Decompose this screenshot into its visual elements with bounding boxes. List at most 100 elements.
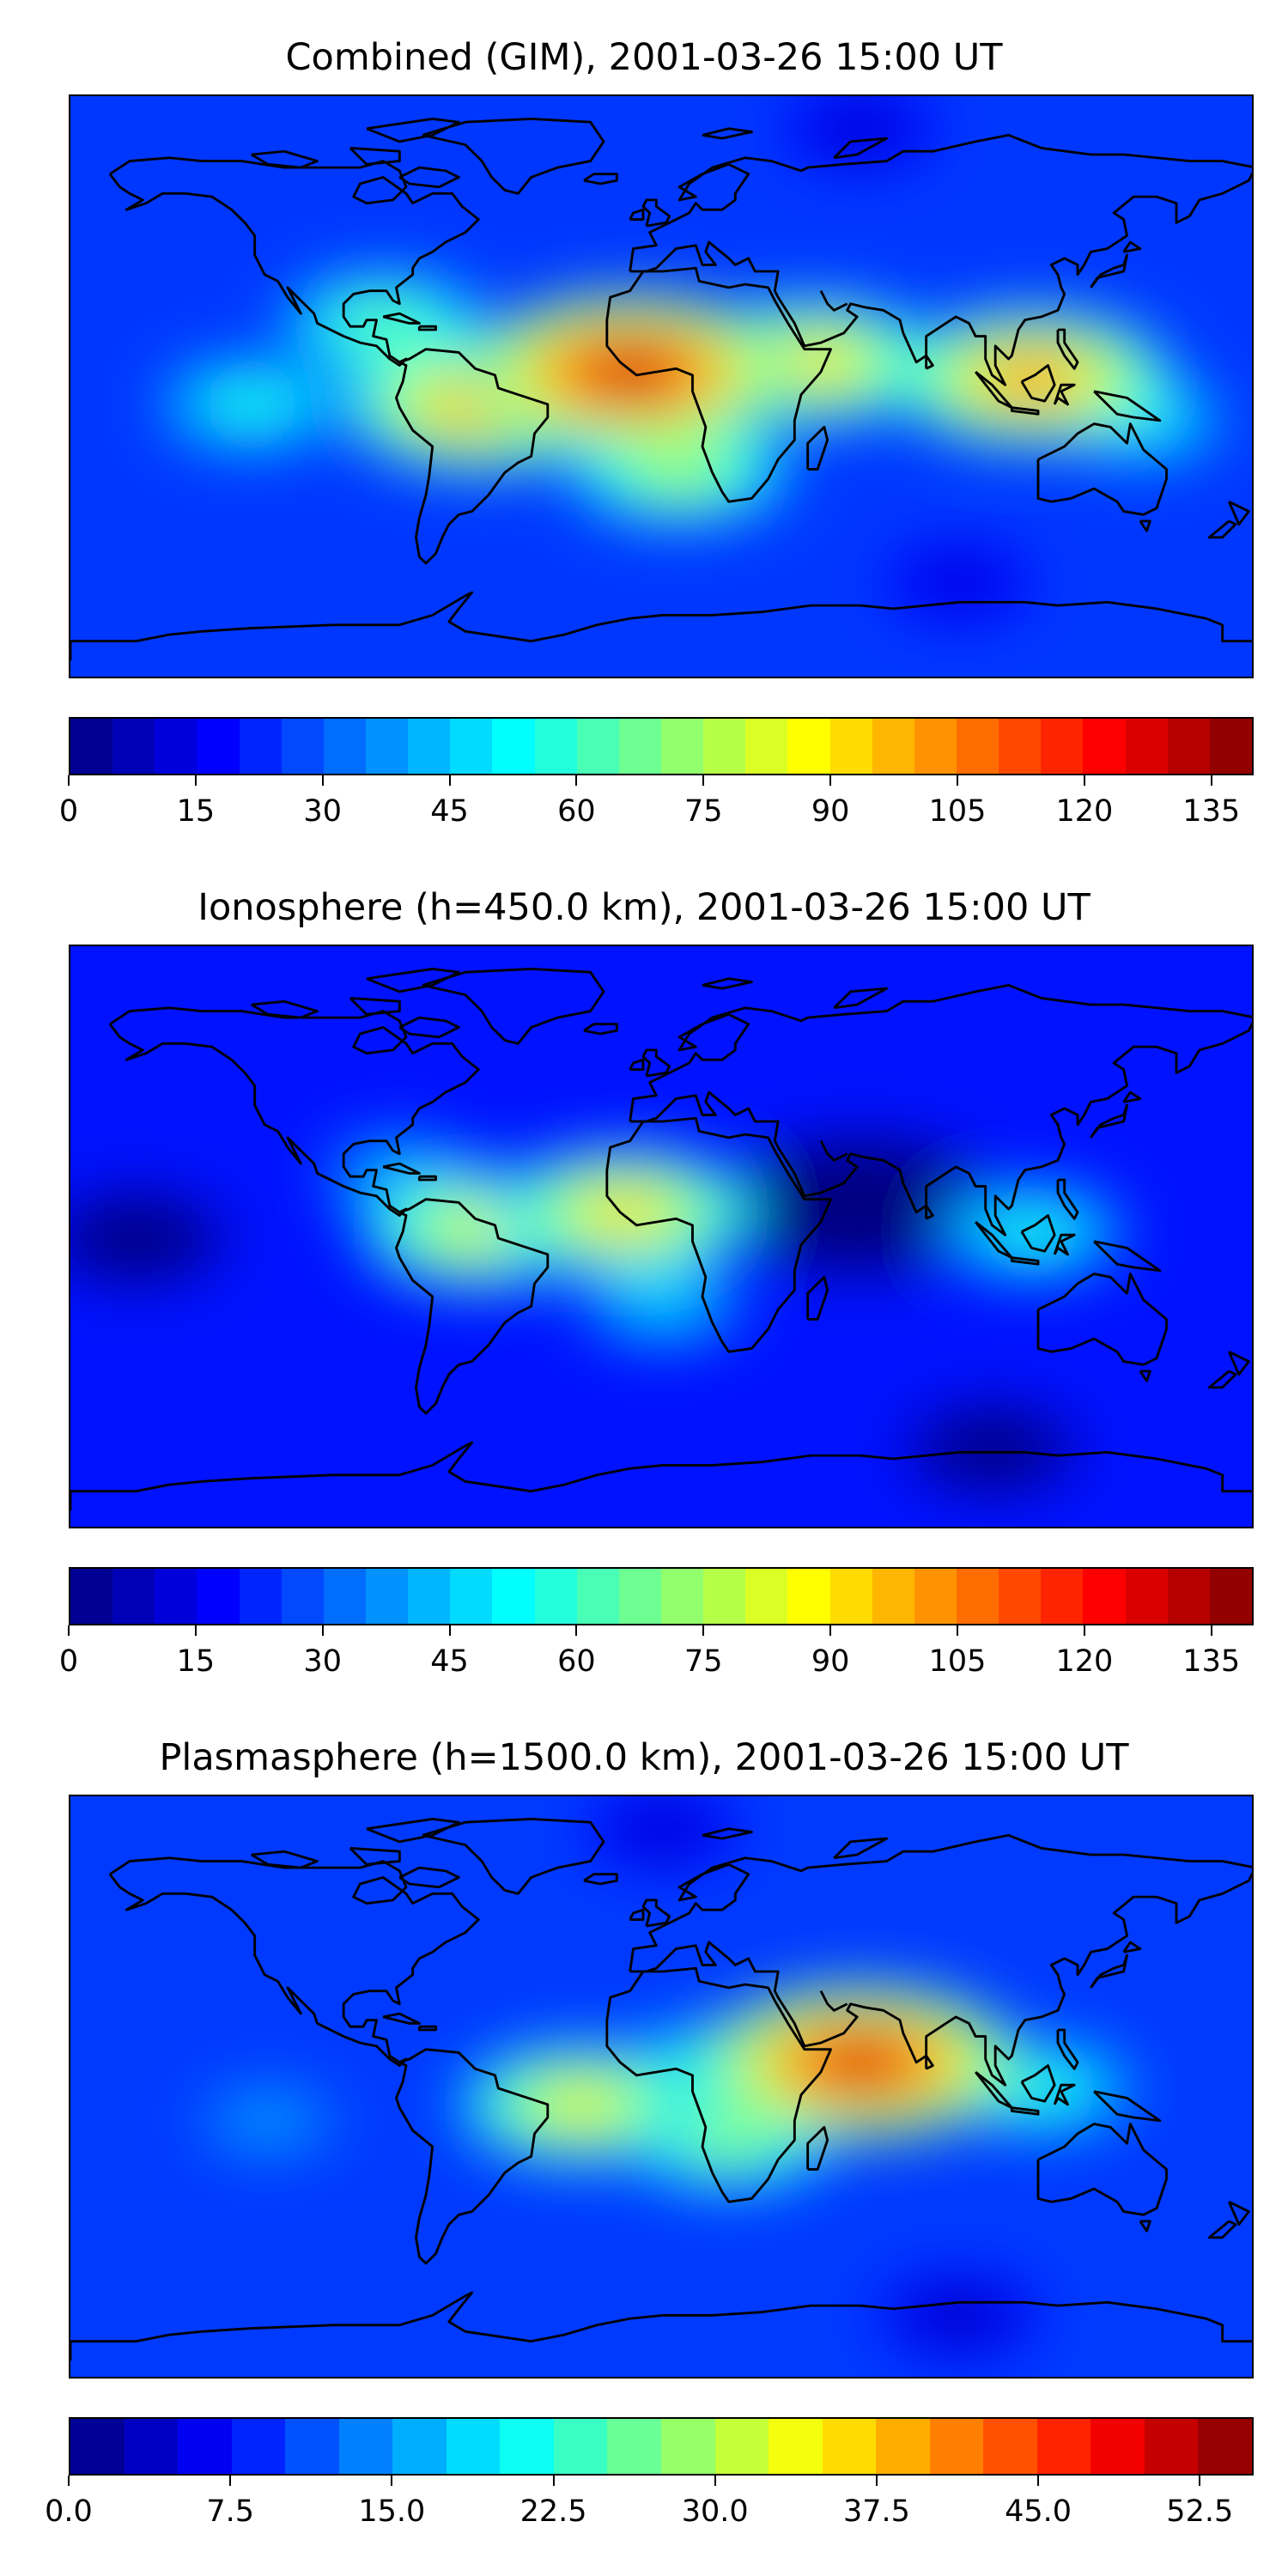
colorbar-tick xyxy=(448,1625,451,1636)
colorbar-level-swatch xyxy=(829,1569,872,1624)
colorbar-level-swatch xyxy=(872,719,914,774)
coastline xyxy=(605,1966,832,2203)
field-feature-contour xyxy=(654,457,704,482)
colorbar-level-swatch xyxy=(872,1569,914,1624)
colorbar-tick xyxy=(957,775,958,786)
colorbar-level-swatch xyxy=(660,1569,704,1624)
colorbar-tick xyxy=(1199,2476,1201,2486)
colorbar-tick-label: 60 xyxy=(557,794,596,829)
coastline xyxy=(629,983,1252,1236)
colorbar-tick xyxy=(229,2476,232,2486)
field-feature-contour xyxy=(554,2091,608,2118)
colorbar-tick xyxy=(575,1625,578,1636)
colorbar-level-swatch xyxy=(876,2419,930,2474)
colorbar-level-swatch xyxy=(956,719,999,774)
colorbar-tick-label: 0 xyxy=(58,794,79,829)
colorbar-level-swatch xyxy=(231,2419,286,2474)
colorbar-level-swatch xyxy=(239,719,282,774)
coastline xyxy=(641,1048,671,1078)
coastline xyxy=(1020,1214,1056,1253)
map-combined xyxy=(69,94,1254,678)
colorbar-tick xyxy=(1210,1625,1212,1636)
coastline xyxy=(349,997,401,1016)
coastline xyxy=(395,348,550,565)
coastline xyxy=(975,1221,1013,1260)
field-feature-contour xyxy=(843,119,878,137)
coastline xyxy=(366,968,460,993)
coastline xyxy=(251,149,319,169)
coastline xyxy=(417,1175,437,1182)
colorbar-tick xyxy=(1210,775,1212,786)
coastline xyxy=(702,977,753,990)
colorbar-level-swatch xyxy=(660,719,704,774)
colorbar-tick xyxy=(391,2476,393,2486)
colorbar-level-swatch xyxy=(999,719,1042,774)
coastline xyxy=(819,290,848,312)
field-feature-contour xyxy=(1021,2077,1062,2099)
coastline xyxy=(251,1850,319,1869)
coastline xyxy=(395,2048,550,2265)
colorbar-tick-label: 30.0 xyxy=(681,2494,749,2529)
colorbar-level-swatch xyxy=(1041,1569,1084,1624)
colorbar-tick xyxy=(321,1625,324,1636)
coastline xyxy=(1010,1256,1040,1266)
field-feature-contour xyxy=(1010,1220,1054,1243)
colorbar-ticks-plasmasphere: 0.0 7.5 15.0 22.5 30.0 37.5 45.0 52.5 xyxy=(45,2476,1254,2536)
colorbar-level-swatch xyxy=(703,719,746,774)
colorbar-level-swatch xyxy=(553,2419,608,2474)
colorbar-tick-label: 22.5 xyxy=(519,2494,587,2529)
colorbar-level-swatch xyxy=(999,1569,1042,1624)
coastline xyxy=(1122,240,1142,253)
colorbar-level-swatch xyxy=(1209,719,1252,774)
colorbar-tick xyxy=(1037,2476,1040,2486)
coastline xyxy=(1056,328,1079,370)
coastline xyxy=(1090,1103,1128,1139)
colorbar-level-swatch xyxy=(1144,2419,1199,2474)
colorbar-tick-label: 60 xyxy=(557,1644,596,1679)
colorbar-level-swatch xyxy=(70,2419,125,2474)
colorbar-tick xyxy=(702,775,705,786)
coastline xyxy=(1122,1091,1142,1103)
map-plasmasphere xyxy=(69,1795,1254,2379)
colorbar-level-swatch xyxy=(1036,2419,1091,2474)
colorbar-tick xyxy=(448,775,451,786)
colorbar-level-swatch xyxy=(281,1569,324,1624)
field-feature-contour xyxy=(646,1820,680,1838)
colorbar-level-swatch xyxy=(787,719,830,774)
coastline xyxy=(819,1140,848,1162)
field-feature-contour xyxy=(593,355,666,390)
coastline xyxy=(1093,1240,1162,1273)
panel-title-ionosphere: Ionosphere (h=450.0 km), 2001-03-26 15:0… xyxy=(197,886,1091,929)
coastline xyxy=(70,591,1252,661)
colorbar-level-swatch xyxy=(323,1569,366,1624)
colorbar-tick xyxy=(68,1625,70,1636)
coastline xyxy=(417,325,437,331)
coastline xyxy=(108,1856,480,2067)
colorbar-tick xyxy=(68,775,70,786)
coastline xyxy=(1139,1370,1151,1382)
colorbar-tick-label: 52.5 xyxy=(1166,2494,1234,2529)
field-feature-contour xyxy=(643,1293,683,1314)
colorbar-tick-label: 15.0 xyxy=(358,2494,426,2529)
coastline xyxy=(1053,2083,1076,2106)
coastline xyxy=(1056,2028,1079,2070)
coastline xyxy=(583,173,618,185)
colorbar-tick xyxy=(68,2476,70,2486)
coastlines xyxy=(70,968,1252,1511)
coastline xyxy=(833,137,889,160)
coastline xyxy=(398,1016,460,1039)
colorbar-tick-label: 15 xyxy=(176,1644,216,1679)
colorbar-level-swatch xyxy=(492,719,535,774)
coastline xyxy=(70,2291,1252,2361)
colorbar-tick-label: 15 xyxy=(176,794,216,829)
colorbar-level-swatch xyxy=(500,2419,554,2474)
colorbar-level-swatch xyxy=(576,1569,619,1624)
coastline xyxy=(1053,1233,1076,1256)
colorbar-combined xyxy=(69,717,1254,775)
field-feature-contour xyxy=(705,2124,753,2149)
colorbar-tick-label: 7.5 xyxy=(206,2494,255,2529)
panel-title-plasmasphere: Plasmasphere (h=1500.0 km), 2001-03-26 1… xyxy=(159,1736,1129,1779)
map-ionosphere xyxy=(69,945,1254,1528)
field-feature-contour xyxy=(782,348,840,376)
colorbar-tick xyxy=(194,1625,197,1636)
